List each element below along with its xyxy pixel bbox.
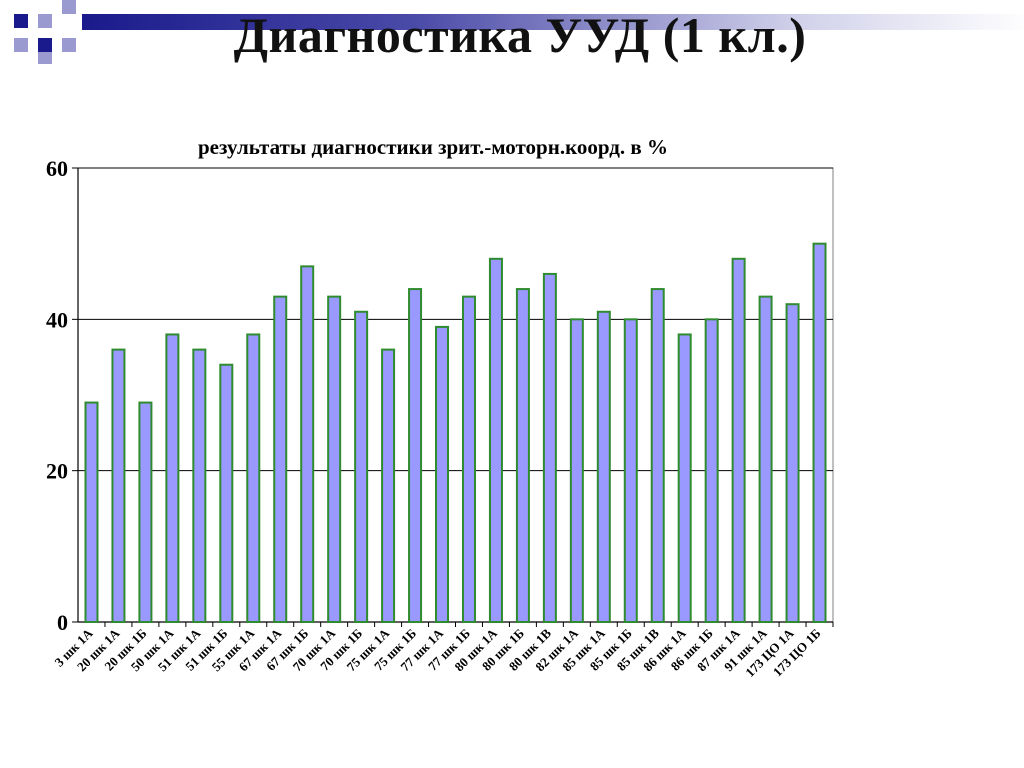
bar <box>381 348 396 623</box>
bar <box>569 318 584 623</box>
deco-stripe <box>82 14 1024 30</box>
bar <box>192 348 207 623</box>
bar <box>704 318 719 623</box>
bar <box>623 318 638 623</box>
bar <box>138 401 153 624</box>
bar <box>785 303 800 623</box>
deco-square <box>14 14 28 28</box>
deco-square <box>38 14 52 28</box>
y-tick-label: 60 <box>46 156 68 181</box>
y-tick-label: 0 <box>57 610 68 635</box>
bar <box>246 333 261 623</box>
deco-square <box>38 38 52 52</box>
chart-title: результаты диагностики зрит.-моторн.коор… <box>198 135 668 159</box>
bar <box>111 348 126 623</box>
deco-square <box>62 0 76 14</box>
bar <box>758 295 773 623</box>
bar <box>435 325 450 623</box>
bar <box>327 295 342 623</box>
y-tick-label: 20 <box>46 459 68 484</box>
bar <box>677 333 692 623</box>
bar <box>165 333 180 623</box>
bar <box>542 272 557 623</box>
deco-square <box>14 38 28 52</box>
bar <box>354 310 369 623</box>
bar <box>488 257 503 623</box>
bar <box>84 401 99 624</box>
bar <box>408 288 423 623</box>
bar <box>650 288 665 623</box>
slide-title: Диагностика УУД (1 кл.) <box>233 7 807 63</box>
y-tick-label: 40 <box>46 307 68 332</box>
bar <box>219 363 234 623</box>
bar <box>515 288 530 623</box>
plot-area <box>77 167 834 623</box>
bar <box>812 242 827 624</box>
bar <box>596 310 611 623</box>
deco-square <box>62 38 76 52</box>
deco-square <box>38 52 52 64</box>
bar <box>300 265 315 623</box>
bar <box>731 257 746 623</box>
bar <box>461 295 476 623</box>
bar <box>273 295 288 623</box>
